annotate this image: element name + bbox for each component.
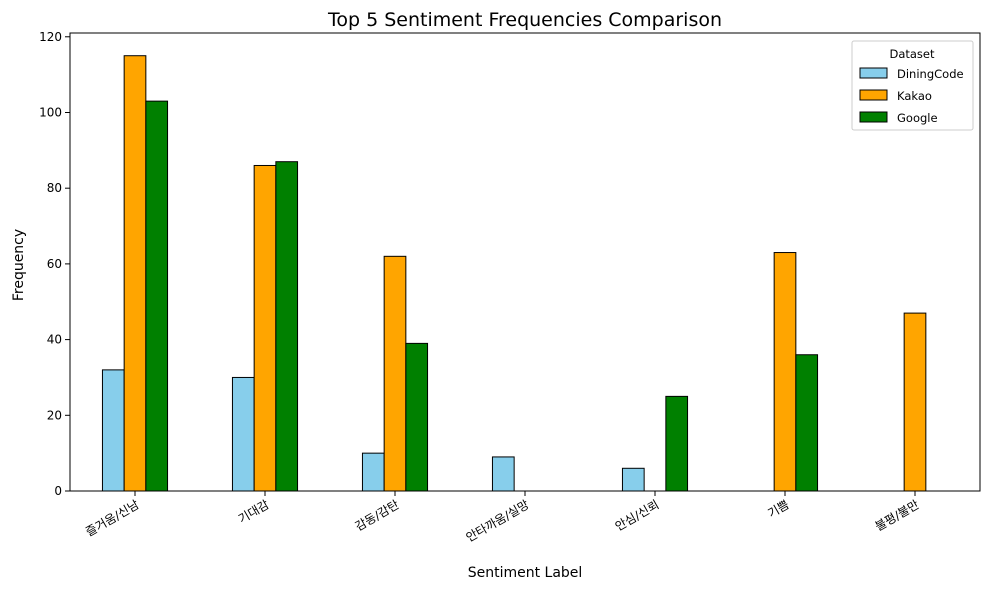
legend-swatch-kakao [859,89,888,101]
x-tick-label-0: 즐거움/신남 [83,497,141,539]
y-tick-label-40: 40 [47,333,62,347]
legend-title: Dataset [889,47,935,61]
bar-google-4 [665,395,689,492]
plot-area: 0 20 40 60 80 100 120 즐거움/신남 기대감 감동/감탄 안타까움/실망 안심/신… [39,30,981,545]
x-tick-label-3: 안타까움/실망 [464,497,532,544]
bar-kakao-5 [773,252,797,492]
legend-swatch-google [859,111,888,123]
bar-google-0 [145,100,169,492]
legend-swatch-diningcode [859,67,888,79]
bar-diningcode-2 [361,452,385,492]
y-tick-label-80: 80 [47,181,62,195]
bar-google-5 [795,354,819,492]
bar-kakao-2 [383,255,407,492]
legend-label-diningcode: DiningCode [897,67,964,81]
bar-kakao-0 [123,55,147,492]
chart-title: Top 5 Sentiment Frequencies Comparison [327,9,722,31]
x-tick-label-5: 기쁨 [765,497,791,520]
bar-diningcode-0 [101,369,125,492]
y-tick-label-0: 0 [54,484,62,498]
legend-frame [851,40,974,131]
legend-label-google: Google [897,111,938,125]
x-axis-label: Sentiment Label [468,565,583,581]
bar-diningcode-1 [231,376,255,492]
bar-kakao-1 [253,164,277,492]
y-tick-label-100: 100 [39,105,62,119]
y-tick-label-60: 60 [47,257,62,271]
bar-google-1 [275,161,299,492]
y-tick-label-20: 20 [47,408,62,422]
bar-google-2 [405,342,429,492]
x-tick-label-1: 기대감 [236,497,272,526]
bar-diningcode-3 [491,456,515,492]
plot-frame [69,32,981,492]
x-tick-label-6: 불평/불만 [873,497,922,533]
legend-label-kakao: Kakao [897,89,932,103]
x-tick-label-2: 감동/감탄 [353,497,402,533]
bar-kakao-6 [903,312,927,492]
y-tick-label-120: 120 [39,30,62,44]
x-tick-label-4: 안심/신뢰 [613,497,662,533]
legend: Dataset DiningCode Kakao Google [851,40,974,131]
bar-diningcode-4 [621,467,645,492]
y-axis-label: Frequency [11,229,27,301]
